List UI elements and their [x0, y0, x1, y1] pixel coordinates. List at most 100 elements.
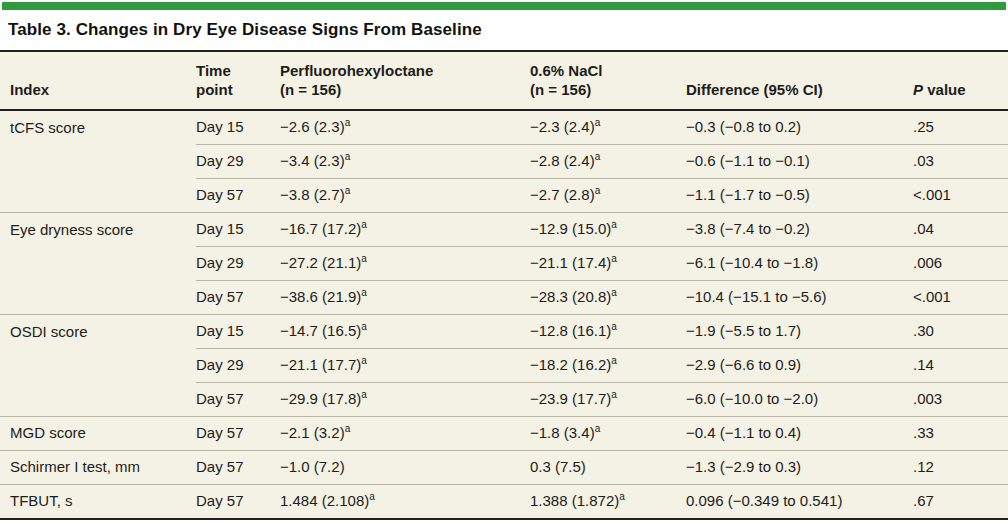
cell-drug2-value: −1.8 (3.4)a [530, 416, 686, 450]
header-perfluorohexyloctane: Perfluorohexyloctane (n = 156) [280, 51, 530, 110]
table-row: Day 57 −38.6 (21.9)a −28.3 (20.8)a −10.4… [0, 280, 1008, 314]
cell-time-point: Day 57 [196, 416, 280, 450]
cell-difference: −6.1 (−10.4 to −1.8) [686, 246, 905, 280]
cell-index [0, 382, 196, 416]
cell-drug1-value: 1.484 (2.108)a [280, 484, 530, 519]
cell-drug1-value: −16.7 (17.2)a [280, 212, 530, 246]
cell-time-point: Day 15 [196, 212, 280, 246]
table-row: Schirmer I test, mm Day 57 −1.0 (7.2) 0.… [0, 450, 1008, 484]
accent-bar [2, 2, 1006, 10]
cell-drug1-value: −14.7 (16.5)a [280, 314, 530, 348]
cell-time-point: Day 29 [196, 144, 280, 178]
footnote-marker: a [345, 151, 351, 162]
table-row: tCFS score Day 15 −2.6 (2.3)a −2.3 (2.4)… [0, 110, 1008, 145]
table-row: Day 29 −3.4 (2.3)a −2.8 (2.4)a −0.6 (−1.… [0, 144, 1008, 178]
cell-p-value: <.001 [905, 280, 1008, 314]
cell-drug2-value: −2.8 (2.4)a [530, 144, 686, 178]
cell-time-point: Day 57 [196, 382, 280, 416]
cell-index: MGD score [0, 416, 196, 450]
table-body: tCFS score Day 15 −2.6 (2.3)a −2.3 (2.4)… [0, 110, 1008, 519]
footnote-marker: a [611, 287, 617, 298]
table-row: Day 29 −21.1 (17.7)a −18.2 (16.2)a −2.9 … [0, 348, 1008, 382]
cell-p-value: <.001 [905, 178, 1008, 212]
footnote-marker: a [361, 219, 367, 230]
footnote-marker: a [345, 423, 351, 434]
cell-time-point: Day 15 [196, 110, 280, 145]
cell-p-value: .14 [905, 348, 1008, 382]
cell-p-value: .04 [905, 212, 1008, 246]
cell-difference: −0.6 (−1.1 to −0.1) [686, 144, 905, 178]
header-index: Index [0, 51, 196, 110]
cell-drug2-value: −12.8 (16.1)a [530, 314, 686, 348]
cell-drug1-value: −1.0 (7.2) [280, 450, 530, 484]
footnote-marker: a [611, 253, 617, 264]
cell-difference: −2.9 (−6.6 to 0.9) [686, 348, 905, 382]
cell-drug1-value: −2.1 (3.2)a [280, 416, 530, 450]
header-difference: Difference (95% CI) [686, 51, 905, 110]
cell-difference: −6.0 (−10.0 to −2.0) [686, 382, 905, 416]
cell-drug1-value: −3.4 (2.3)a [280, 144, 530, 178]
cell-index: OSDI score [0, 314, 196, 348]
footnote-marker: a [361, 287, 367, 298]
cell-index [0, 246, 196, 280]
footnote-marker: a [611, 355, 617, 366]
cell-time-point: Day 15 [196, 314, 280, 348]
header-time-point: Time point [196, 51, 280, 110]
table-row: MGD score Day 57 −2.1 (3.2)a −1.8 (3.4)a… [0, 416, 1008, 450]
table-title: Table 3. Changes in Dry Eye Disease Sign… [0, 10, 1008, 50]
cell-drug2-value: −2.3 (2.4)a [530, 110, 686, 145]
header-p-value: Pvalue [905, 51, 1008, 110]
dry-eye-signs-table: Index Time point Perfluorohexyloctane (n… [0, 50, 1008, 520]
table-row: Day 57 −3.8 (2.7)a −2.7 (2.8)a −1.1 (−1.… [0, 178, 1008, 212]
cell-drug1-value: −27.2 (21.1)a [280, 246, 530, 280]
cell-p-value: .006 [905, 246, 1008, 280]
footnote-marker: a [595, 151, 601, 162]
cell-index [0, 280, 196, 314]
cell-difference: 0.096 (−0.349 to 0.541) [686, 484, 905, 519]
footnote-marker: a [611, 389, 617, 400]
cell-time-point: Day 57 [196, 484, 280, 519]
footnote-marker: a [595, 423, 601, 434]
table-header: Index Time point Perfluorohexyloctane (n… [0, 51, 1008, 110]
cell-drug2-value: 0.3 (7.5) [530, 450, 686, 484]
table-row: Eye dryness score Day 15 −16.7 (17.2)a −… [0, 212, 1008, 246]
cell-p-value: .30 [905, 314, 1008, 348]
cell-difference: −1.1 (−1.7 to −0.5) [686, 178, 905, 212]
footnote-marker: a [361, 389, 367, 400]
footnote-marker: a [595, 117, 601, 128]
table-figure: Table 3. Changes in Dry Eye Disease Sign… [0, 0, 1008, 524]
cell-drug1-value: −2.6 (2.3)a [280, 110, 530, 145]
cell-drug2-value: −18.2 (16.2)a [530, 348, 686, 382]
cell-difference: −3.8 (−7.4 to −0.2) [686, 212, 905, 246]
cell-drug1-value: −38.6 (21.9)a [280, 280, 530, 314]
cell-difference: −0.3 (−0.8 to 0.2) [686, 110, 905, 145]
cell-time-point: Day 29 [196, 348, 280, 382]
cell-p-value: .03 [905, 144, 1008, 178]
footnote-marker: a [619, 491, 625, 502]
footnote-marker: a [595, 185, 601, 196]
cell-difference: −1.9 (−5.5 to 1.7) [686, 314, 905, 348]
footnote-marker: a [369, 491, 375, 502]
cell-p-value: .003 [905, 382, 1008, 416]
cell-drug2-value: 1.388 (1.872)a [530, 484, 686, 519]
footnote-marker: a [611, 321, 617, 332]
cell-difference: −1.3 (−2.9 to 0.3) [686, 450, 905, 484]
cell-drug2-value: −12.9 (15.0)a [530, 212, 686, 246]
cell-index [0, 144, 196, 178]
cell-p-value: .67 [905, 484, 1008, 519]
cell-drug1-value: −21.1 (17.7)a [280, 348, 530, 382]
cell-index [0, 178, 196, 212]
cell-drug1-value: −3.8 (2.7)a [280, 178, 530, 212]
cell-index: Eye dryness score [0, 212, 196, 246]
footnote-marker: a [361, 355, 367, 366]
cell-difference: −10.4 (−15.1 to −5.6) [686, 280, 905, 314]
cell-p-value: .12 [905, 450, 1008, 484]
cell-time-point: Day 57 [196, 280, 280, 314]
cell-time-point: Day 57 [196, 450, 280, 484]
cell-drug2-value: −23.9 (17.7)a [530, 382, 686, 416]
cell-index: Schirmer I test, mm [0, 450, 196, 484]
cell-index [0, 348, 196, 382]
header-nacl: 0.6% NaCl (n = 156) [530, 51, 686, 110]
footnote-marker: a [361, 321, 367, 332]
cell-drug2-value: −2.7 (2.8)a [530, 178, 686, 212]
